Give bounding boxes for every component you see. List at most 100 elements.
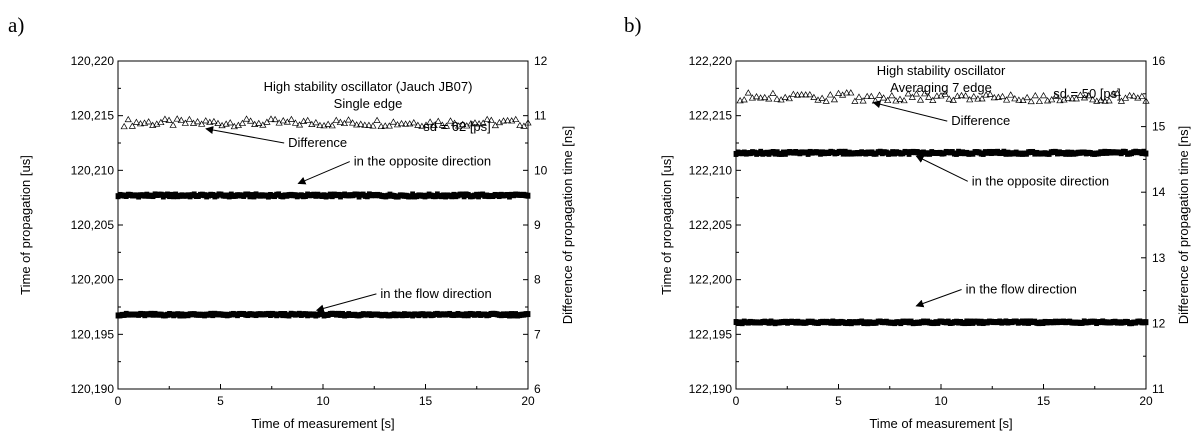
data-point-difference-b: [1138, 92, 1146, 99]
data-point-difference-a: [226, 119, 234, 126]
data-point-difference-a: [495, 118, 504, 126]
data-point-propagation-b: [1143, 150, 1149, 157]
annotation-label-b: in the flow direction: [966, 282, 1077, 297]
annotation-arrow-a: [205, 126, 285, 144]
data-point-difference-a: [340, 119, 349, 127]
annotation-arrow-b: [915, 155, 968, 182]
y2-tick-label-a: 9: [534, 218, 541, 232]
data-point-difference-a: [263, 118, 271, 125]
chart-title-line-2-b: Averaging 7 edge: [890, 80, 992, 95]
y-tick-label-a: 120,200: [71, 273, 115, 287]
panel-label-a: a): [8, 13, 24, 37]
y2-tick-label-b: 11: [1152, 382, 1165, 396]
data-point-difference-b: [933, 92, 941, 99]
data-point-difference-a: [389, 118, 397, 125]
annotation-label-a: in the flow direction: [380, 286, 491, 301]
data-point-difference-b: [1125, 91, 1134, 99]
x-tick-label-b: 20: [1139, 394, 1153, 408]
data-point-difference-a: [348, 119, 357, 126]
y2-tick-label-a: 10: [534, 163, 548, 177]
data-point-propagation-a: [525, 192, 531, 199]
x-tick-label-a: 0: [115, 394, 122, 408]
data-point-difference-b: [949, 96, 957, 103]
y-tick-label-b: 122,220: [689, 54, 733, 68]
data-point-difference-b: [912, 90, 921, 97]
data-point-difference-a: [185, 115, 194, 123]
data-point-difference-a: [242, 115, 251, 122]
data-point-difference-b: [982, 91, 990, 98]
data-point-difference-b: [1035, 97, 1044, 105]
data-point-difference-a: [324, 120, 332, 127]
data-point-difference-a: [520, 122, 528, 129]
data-point-difference-a: [426, 118, 434, 125]
data-point-difference-b: [961, 92, 970, 99]
data-point-difference-b: [1076, 91, 1085, 98]
y2-tick-label-b: 14: [1152, 185, 1166, 199]
data-point-difference-b: [744, 89, 752, 96]
x-tick-label-b: 0: [733, 394, 740, 408]
y-axis-title-b: Time of propagation [us]: [659, 155, 674, 295]
data-point-difference-a: [369, 122, 377, 129]
data-point-difference-b: [867, 92, 875, 99]
annotation-arrow-a: [315, 293, 377, 313]
x-axis-title-b: Time of measurement [s]: [869, 416, 1012, 431]
data-point-difference-a: [210, 117, 218, 125]
data-point-difference-b: [789, 90, 798, 97]
data-point-difference-a: [430, 121, 438, 128]
data-point-difference-a: [251, 120, 259, 127]
y-tick-label-b: 122,195: [689, 327, 733, 341]
data-point-difference-a: [238, 119, 247, 126]
data-point-difference-a: [128, 122, 136, 129]
annotation-label-a: Difference: [288, 135, 347, 150]
chart-title-line-2-a: Single edge: [334, 96, 403, 111]
x-tick-label-a: 5: [217, 394, 224, 408]
y2-tick-label-b: 13: [1152, 251, 1166, 265]
data-point-difference-b: [1068, 95, 1076, 102]
data-point-difference-b: [826, 91, 834, 98]
data-point-difference-a: [512, 115, 520, 123]
data-point-difference-b: [929, 96, 937, 103]
y2-tick-label-a: 7: [534, 327, 541, 341]
data-point-difference-b: [1023, 93, 1031, 101]
data-point-difference-b: [1039, 91, 1048, 99]
data-point-difference-b: [1056, 96, 1064, 104]
data-point-difference-b: [1097, 96, 1105, 103]
y2-tick-label-b: 15: [1152, 120, 1166, 134]
data-point-difference-b: [761, 93, 769, 101]
x-axis-title-a: Time of measurement [s]: [251, 416, 394, 431]
data-point-difference-b: [740, 96, 748, 103]
data-point-difference-b: [945, 95, 953, 102]
data-point-difference-a: [438, 121, 446, 128]
data-point-difference-a: [132, 118, 140, 125]
data-point-difference-a: [161, 115, 169, 122]
axis-ticks-b: 0 5 10 15 20 122,190 122,195 122,200 122,205 122,…: [689, 54, 1166, 408]
data-point-difference-b: [793, 91, 802, 98]
data-point-difference-a: [475, 120, 483, 127]
plot-frame-a: [117, 60, 529, 390]
data-point-difference-a: [459, 120, 467, 128]
data-point-difference-a: [410, 119, 418, 126]
data-point-difference-a: [414, 121, 422, 128]
data-point-difference-b: [847, 89, 855, 96]
data-point-difference-a: [287, 115, 296, 122]
y-tick-label-b: 122,215: [689, 109, 733, 123]
data-point-difference-b: [1105, 97, 1113, 104]
annotation-arrow-a: [297, 161, 350, 185]
data-point-difference-a: [304, 116, 312, 124]
data-points-b: [733, 89, 1150, 327]
data-point-difference-b: [851, 97, 859, 104]
data-points-a: [115, 115, 532, 319]
data-point-difference-a: [214, 119, 222, 126]
data-point-difference-a: [124, 115, 132, 123]
data-point-difference-b: [818, 94, 826, 101]
data-point-difference-a: [177, 116, 185, 123]
x-tick-label-a: 20: [521, 394, 535, 408]
data-point-difference-b: [884, 96, 892, 104]
chart-title-line-1-b: High stability oscillator: [877, 63, 1006, 78]
data-point-difference-b: [978, 95, 986, 102]
data-point-difference-b: [1113, 89, 1121, 97]
data-point-difference-b: [998, 92, 1007, 100]
panel-label-b: b): [624, 13, 642, 37]
data-point-difference-b: [900, 96, 908, 104]
data-point-difference-a: [291, 119, 300, 126]
